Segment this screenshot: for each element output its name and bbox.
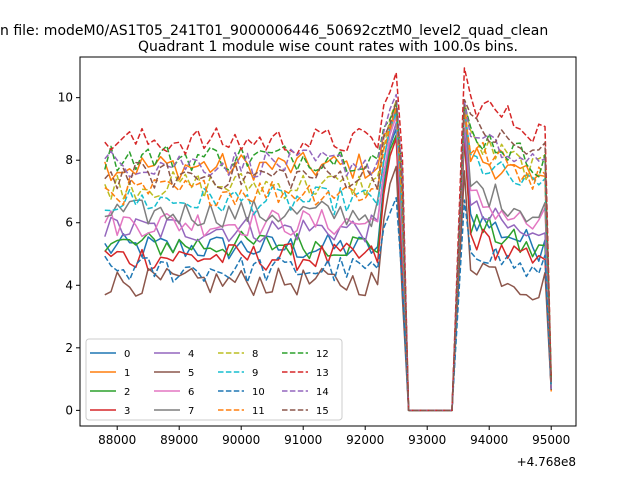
y-axis: 0 2 4 6 8 10 bbox=[58, 91, 80, 417]
legend-label-2: 2 bbox=[124, 387, 130, 398]
y-tick-label-0: 0 bbox=[65, 403, 73, 417]
series-line-15 bbox=[104, 98, 552, 412]
legend-label-11: 11 bbox=[252, 406, 265, 417]
x-tick-label-4: 92000 bbox=[346, 433, 384, 447]
legend-label-10: 10 bbox=[252, 387, 265, 398]
series-line-5 bbox=[104, 165, 552, 412]
y-tick-label-4: 8 bbox=[65, 153, 73, 167]
series-line-6 bbox=[104, 108, 552, 412]
chart-suptitle: n file: modeM0/AS1T05_241T01_9000006446_… bbox=[0, 23, 548, 39]
series-line-12 bbox=[104, 103, 552, 412]
series-line-2 bbox=[104, 134, 552, 412]
series-line-3 bbox=[104, 135, 552, 412]
legend-label-6: 6 bbox=[188, 387, 194, 398]
x-tick-label-3: 91000 bbox=[284, 433, 322, 447]
legend-label-3: 3 bbox=[124, 406, 130, 417]
legend-label-12: 12 bbox=[316, 349, 329, 360]
legend-label-0: 0 bbox=[124, 349, 130, 360]
plot-frame bbox=[79, 56, 577, 427]
legend-label-8: 8 bbox=[252, 349, 258, 360]
y-tick-label-2: 4 bbox=[65, 278, 73, 292]
legend-label-9: 9 bbox=[252, 368, 258, 379]
x-tick-label-2: 90000 bbox=[222, 433, 260, 447]
x-axis: 88000 89000 90000 91000 92000 93000 94000 95000 bbox=[98, 426, 570, 447]
series-line-7 bbox=[104, 103, 552, 412]
series-line-14 bbox=[104, 93, 552, 412]
x-tick-label-1: 89000 bbox=[160, 433, 198, 447]
x-tick-label-6: 94000 bbox=[470, 433, 508, 447]
y-tick-label-5: 10 bbox=[58, 91, 73, 105]
legend-label-15: 15 bbox=[316, 406, 329, 417]
x-offset-label: +4.768e8 bbox=[517, 455, 576, 469]
x-tick-label-7: 95000 bbox=[532, 433, 570, 447]
x-tick-label-0: 88000 bbox=[98, 433, 136, 447]
y-tick-label-1: 2 bbox=[65, 341, 73, 355]
legend-label-1: 1 bbox=[124, 368, 130, 379]
x-tick-label-5: 93000 bbox=[408, 433, 446, 447]
series-line-9 bbox=[104, 110, 552, 412]
series-line-10 bbox=[104, 196, 552, 412]
series-line-8 bbox=[104, 100, 552, 412]
legend-label-7: 7 bbox=[188, 406, 194, 417]
legend-box bbox=[85, 338, 343, 421]
legend-label-13: 13 bbox=[316, 368, 329, 379]
y-tick-label-3: 6 bbox=[65, 216, 73, 230]
legend-label-4: 4 bbox=[188, 349, 194, 360]
legend-label-5: 5 bbox=[188, 368, 194, 379]
legend-label-14: 14 bbox=[316, 387, 329, 398]
series-line-11 bbox=[104, 106, 552, 412]
chart-title: Quadrant 1 module wise count rates with … bbox=[138, 39, 518, 55]
plot-lines bbox=[104, 67, 552, 412]
